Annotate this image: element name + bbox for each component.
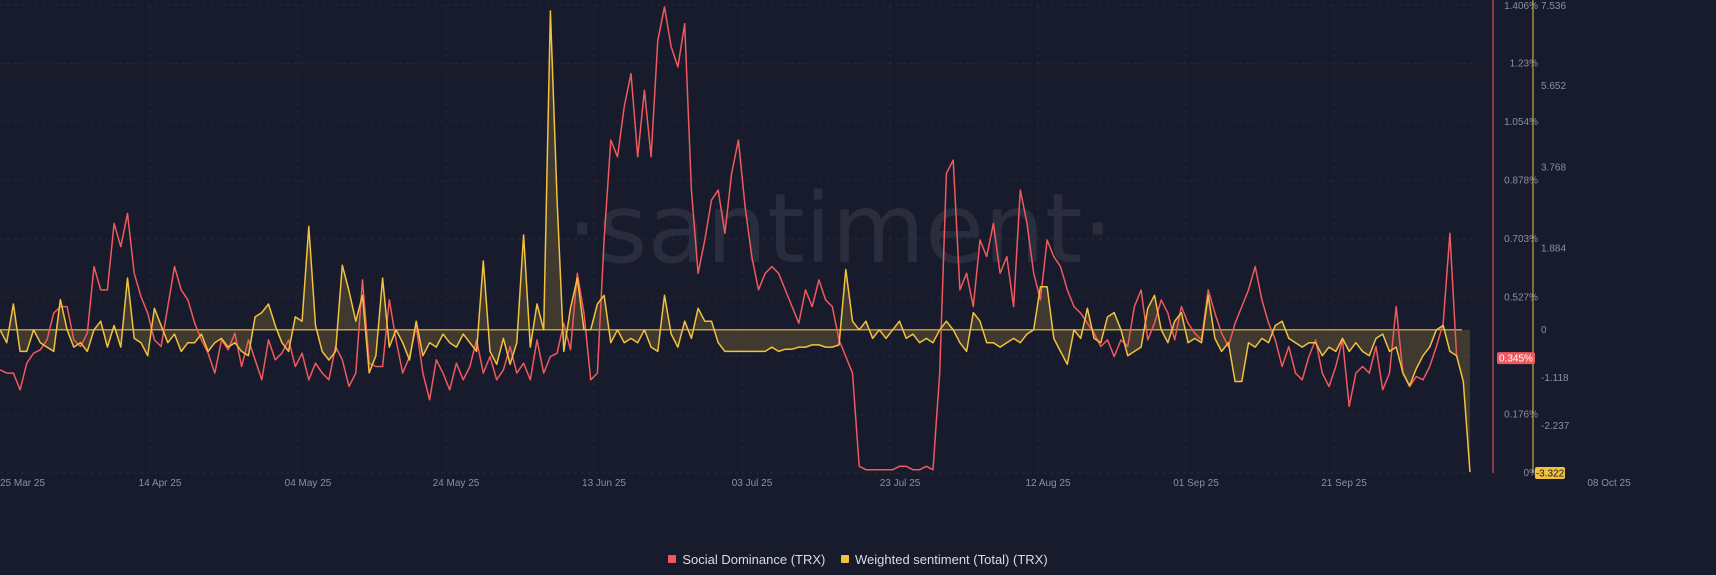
right-tick-label: 3.768 [1541, 162, 1566, 173]
sentiment-badge-text: -3.322 [1536, 469, 1565, 480]
legend-swatch-yellow [841, 555, 849, 563]
left-tick-label: 1.054% [1504, 117, 1538, 128]
left-tick-label: 1.406% [1504, 1, 1538, 12]
social-dominance-badge-text: 0.345% [1499, 354, 1533, 365]
right-tick-label: 1.884 [1541, 244, 1566, 255]
left-tick-label: 0% [1524, 468, 1539, 479]
x-tick-label: 23 Jul 25 [880, 478, 921, 489]
x-tick-label: 03 Jul 25 [732, 478, 773, 489]
legend-swatch-red [668, 555, 677, 563]
weighted-sentiment-line [0, 10, 1471, 473]
x-tick-label: 01 Sep 25 [1173, 478, 1219, 489]
legend-item-weighted-sentiment[interactable]: Weighted sentiment (Total) (TRX) [841, 552, 1048, 567]
left-tick-label: 0.176% [1504, 409, 1538, 420]
legend: Social Dominance (TRX) Weighted sentimen… [0, 551, 1716, 567]
right-tick-label: 7.536 [1541, 1, 1566, 12]
x-tick-label: 13 Jun 25 [582, 478, 626, 489]
chart-grid [0, 4, 1478, 474]
x-tick-label: 12 Aug 25 [1025, 478, 1070, 489]
x-axis-ticks: 25 Mar 25 14 Apr 25 04 May 25 24 May 25 13 J… [0, 478, 1631, 489]
social-dominance-badge [1497, 352, 1535, 365]
legend-item-social-dominance[interactable]: Social Dominance (TRX) [668, 552, 825, 567]
left-tick-label: 1.23% [1510, 59, 1538, 70]
left-axis-ticks: 1.406% 1.23% 1.054% 0.878% 0.703% 0.527% 0.176… [1504, 1, 1538, 479]
right-tick-label: 0 [1541, 325, 1547, 336]
left-tick-label: 0.703% [1504, 234, 1538, 245]
x-tick-label: 25 Mar 25 [0, 478, 45, 489]
x-tick-label: 21 Sep 25 [1321, 478, 1367, 489]
sentiment-area [0, 10, 1470, 473]
x-tick-label: 24 May 25 [433, 478, 480, 489]
axes [1492, 0, 1534, 473]
x-tick-label: 14 Apr 25 [139, 478, 182, 489]
watermark: ·santiment· [567, 173, 1113, 285]
sentiment-badge [1535, 467, 1565, 479]
social-dominance-line [0, 6, 1458, 471]
value-badges: 0.345% -3.322 [1497, 352, 1565, 480]
right-tick-label: -1.118 [1541, 373, 1569, 384]
left-tick-label: 0.878% [1504, 176, 1538, 187]
left-tick-label: 0.527% [1504, 293, 1538, 304]
right-tick-label: -2.237 [1541, 421, 1570, 432]
legend-label: Social Dominance (TRX) [682, 551, 826, 567]
x-tick-label: 04 May 25 [285, 478, 332, 489]
right-axis-ticks: 7.536 5.652 3.768 1.884 0 -1.118 -2.237 [1541, 1, 1570, 432]
right-tick-label: 5.652 [1541, 81, 1566, 92]
x-tick-label: 08 Oct 25 [1587, 478, 1631, 489]
series-lines [0, 6, 1471, 473]
legend-label: Weighted sentiment (Total) (TRX) [855, 551, 1048, 567]
